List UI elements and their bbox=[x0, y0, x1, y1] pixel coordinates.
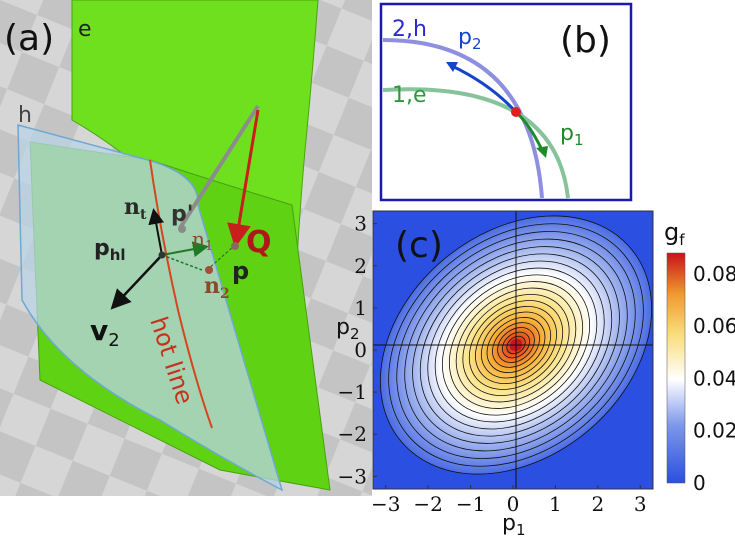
colorbar bbox=[666, 252, 686, 484]
p2-arrow bbox=[451, 64, 518, 114]
x-tick-label: 1 bbox=[549, 492, 562, 516]
x-tick-label: −2 bbox=[413, 492, 442, 516]
p2-arrowhead bbox=[446, 62, 458, 72]
contour-line bbox=[388, 223, 644, 467]
y-tick-label: −1 bbox=[338, 380, 367, 404]
contour-line bbox=[480, 311, 552, 379]
y-axis-label: p2 bbox=[336, 315, 360, 343]
x-tick-label: 3 bbox=[634, 492, 647, 516]
panel-b: (b) 2,h 1,e p2 p1 bbox=[379, 2, 633, 202]
panel-a: (a) e h nt p' n1 n2 p phl Q v2 hot line bbox=[0, 0, 372, 496]
p2-label: p2 bbox=[458, 25, 482, 53]
contour-line bbox=[441, 274, 591, 416]
p-hl-label: phl bbox=[94, 236, 126, 264]
x-tick-label: 2 bbox=[591, 492, 604, 516]
contour-line bbox=[412, 246, 620, 444]
contour-line bbox=[486, 317, 546, 373]
contour-line bbox=[497, 327, 535, 363]
contour-line bbox=[434, 267, 598, 423]
Q-label: Q bbox=[246, 225, 272, 260]
y-tick-label: 2 bbox=[354, 254, 367, 278]
crossing-node bbox=[511, 107, 521, 117]
contour-line bbox=[419, 253, 613, 437]
v2-label: v2 bbox=[90, 314, 120, 351]
panel-c-tag: (c) bbox=[395, 225, 443, 266]
p1-label: p1 bbox=[560, 121, 584, 149]
v2-arrow bbox=[110, 254, 163, 310]
contour-line bbox=[475, 305, 557, 385]
x-tick-label: −1 bbox=[456, 492, 485, 516]
colorbar-tick-label: 0.08 bbox=[693, 262, 735, 286]
surface-e-label: e bbox=[78, 17, 92, 42]
colorbar-tick-label: 0.06 bbox=[693, 314, 735, 338]
stick bbox=[178, 104, 260, 230]
band-h-curve bbox=[382, 38, 544, 199]
nt-label: nt bbox=[124, 194, 147, 223]
x-ticks: −3 −2 −1 0 1 2 3 bbox=[371, 485, 647, 516]
panel-b-tag: (b) bbox=[560, 20, 611, 61]
Q-arrow bbox=[227, 109, 260, 248]
contour-line bbox=[455, 287, 577, 403]
y-tick-label: 0 bbox=[354, 338, 367, 362]
x-tick-label: −3 bbox=[371, 492, 400, 516]
colorbar-ticks: 0.08 0.06 0.04 0.02 0 bbox=[693, 262, 735, 495]
n1-arrow bbox=[161, 241, 209, 258]
hot-line-curve bbox=[149, 159, 213, 429]
contour-line bbox=[502, 331, 530, 359]
y-tick-label: −2 bbox=[338, 422, 367, 446]
x-axis-label: p1 bbox=[502, 511, 526, 536]
n2-point bbox=[205, 266, 213, 274]
contour-line bbox=[492, 322, 540, 368]
nt-arrow bbox=[148, 208, 165, 256]
p-prime-label: p' bbox=[171, 202, 193, 227]
panel-a-tag: (a) bbox=[4, 18, 54, 59]
p-prime-point bbox=[178, 225, 186, 233]
y-ticks: 3 2 1 0 −1 −2 −3 bbox=[338, 212, 377, 488]
contour-line bbox=[404, 238, 628, 452]
p-point bbox=[231, 242, 239, 250]
contour-line bbox=[448, 281, 584, 409]
colorbar-tick-label: 0.02 bbox=[693, 419, 735, 443]
x-tick-label: 0 bbox=[507, 492, 520, 516]
colorbar-tick-label: 0.04 bbox=[693, 366, 735, 390]
p1-arrowhead bbox=[536, 146, 548, 158]
band-e-label: 1,e bbox=[392, 83, 427, 108]
n2-line bbox=[161, 254, 203, 271]
y-tick-label: −3 bbox=[338, 464, 367, 488]
contour-line bbox=[462, 294, 570, 396]
y-tick-label: 1 bbox=[354, 296, 367, 320]
band-h-label: 2,h bbox=[392, 17, 427, 42]
n2-label: n2 bbox=[204, 273, 230, 302]
dash-link bbox=[206, 245, 235, 271]
p-hl-point bbox=[158, 251, 166, 259]
contour-lines bbox=[380, 215, 652, 475]
colorbar-label: gf bbox=[664, 218, 685, 249]
p-label: p bbox=[232, 257, 249, 285]
contour-line bbox=[427, 260, 605, 430]
contour-line bbox=[380, 215, 652, 475]
surface-h-label: h bbox=[18, 103, 32, 128]
colorbar-tick-label: 0 bbox=[693, 471, 706, 495]
contour-line bbox=[506, 335, 526, 355]
contour-line bbox=[468, 300, 564, 390]
contour-line bbox=[396, 231, 636, 459]
n1-label: n1 bbox=[192, 227, 213, 254]
y-tick-label: 3 bbox=[354, 212, 367, 236]
